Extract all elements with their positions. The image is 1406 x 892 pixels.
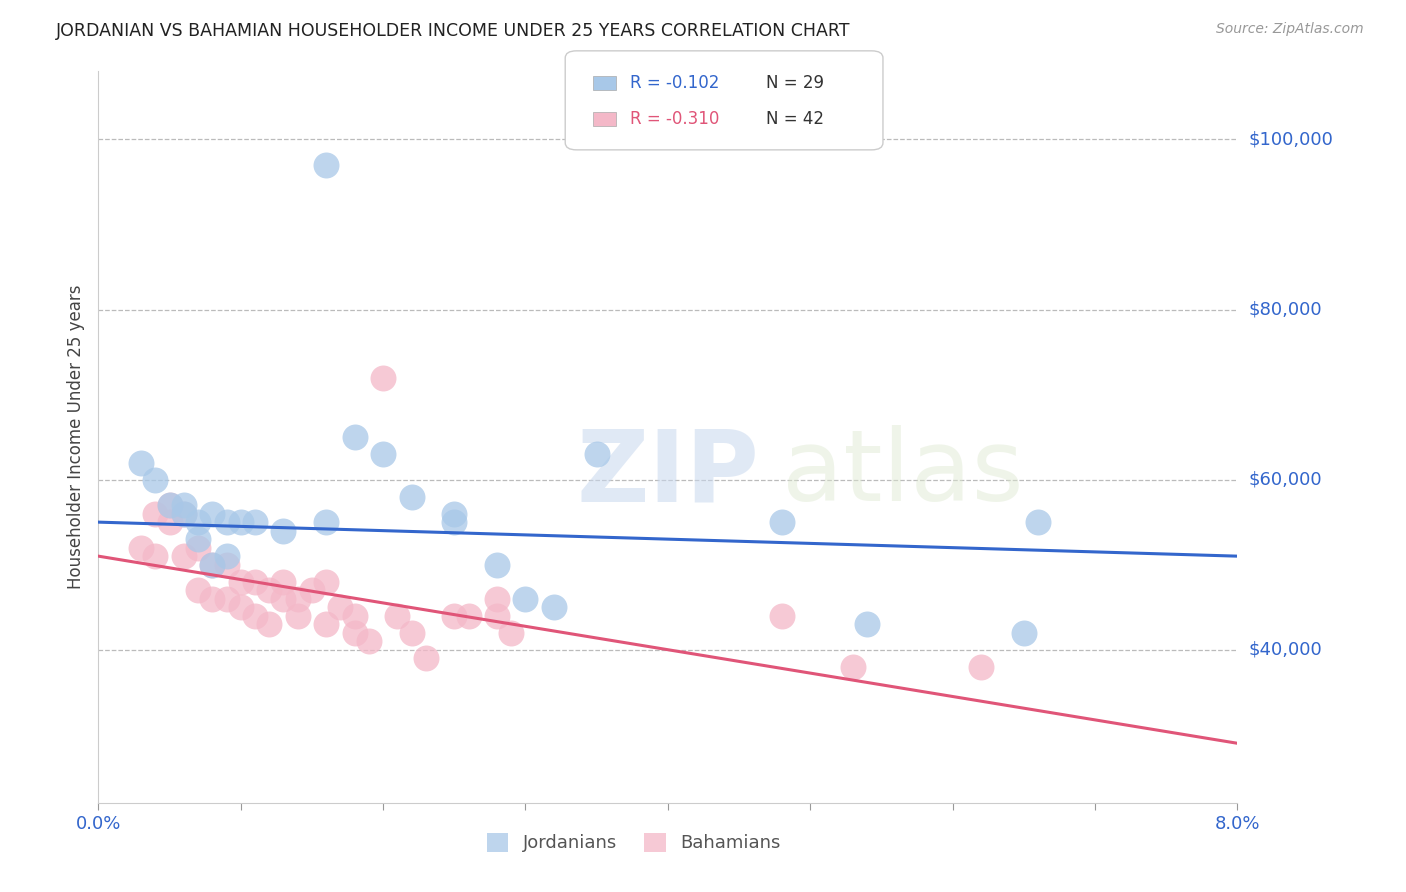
Point xyxy=(145,507,167,521)
Point xyxy=(415,651,437,665)
Point xyxy=(515,591,537,606)
Point xyxy=(229,515,252,529)
Text: $60,000: $60,000 xyxy=(1249,471,1322,489)
Point xyxy=(145,549,167,563)
Point xyxy=(259,583,281,598)
Point xyxy=(201,591,224,606)
Point xyxy=(770,608,793,623)
Point xyxy=(243,515,266,529)
Point xyxy=(357,634,380,648)
Point xyxy=(187,515,209,529)
Text: $80,000: $80,000 xyxy=(1249,301,1322,318)
Point xyxy=(173,549,195,563)
Point xyxy=(215,515,238,529)
Point xyxy=(273,524,295,538)
Point xyxy=(287,608,309,623)
Point xyxy=(243,608,266,623)
Point xyxy=(201,558,224,572)
Legend: Jordanians, Bahamians: Jordanians, Bahamians xyxy=(479,826,787,860)
Point xyxy=(457,608,479,623)
Point xyxy=(1026,515,1049,529)
Point xyxy=(229,574,252,589)
Point xyxy=(970,659,993,673)
Point xyxy=(501,625,523,640)
Point xyxy=(243,574,266,589)
Point xyxy=(401,625,423,640)
Point xyxy=(315,574,337,589)
Point xyxy=(343,608,366,623)
Point xyxy=(173,507,195,521)
Point xyxy=(486,608,509,623)
Point xyxy=(486,591,509,606)
Point xyxy=(486,558,509,572)
Point xyxy=(315,158,337,172)
Point xyxy=(201,558,224,572)
Point xyxy=(173,498,195,512)
Point xyxy=(856,617,879,632)
Point xyxy=(215,549,238,563)
Point xyxy=(287,591,309,606)
Text: JORDANIAN VS BAHAMIAN HOUSEHOLDER INCOME UNDER 25 YEARS CORRELATION CHART: JORDANIAN VS BAHAMIAN HOUSEHOLDER INCOME… xyxy=(56,22,851,40)
Point xyxy=(329,600,352,615)
Point xyxy=(842,659,865,673)
Point xyxy=(543,600,565,615)
Point xyxy=(343,430,366,444)
Point xyxy=(145,473,167,487)
Point xyxy=(201,507,224,521)
Text: N = 29: N = 29 xyxy=(766,74,824,92)
Text: atlas: atlas xyxy=(782,425,1024,522)
Point xyxy=(371,370,394,384)
Point xyxy=(187,583,209,598)
Point xyxy=(187,532,209,546)
Point xyxy=(315,617,337,632)
Point xyxy=(159,515,181,529)
Text: Source: ZipAtlas.com: Source: ZipAtlas.com xyxy=(1216,22,1364,37)
Point xyxy=(301,583,323,598)
Point xyxy=(315,515,337,529)
Text: $100,000: $100,000 xyxy=(1249,130,1333,148)
Point xyxy=(159,498,181,512)
Point xyxy=(229,600,252,615)
Point xyxy=(343,625,366,640)
Text: R = -0.310: R = -0.310 xyxy=(630,110,720,128)
Point xyxy=(1012,625,1035,640)
Point xyxy=(401,490,423,504)
Point xyxy=(443,515,465,529)
Text: $40,000: $40,000 xyxy=(1249,640,1322,658)
Point xyxy=(443,608,465,623)
Y-axis label: Householder Income Under 25 years: Householder Income Under 25 years xyxy=(67,285,86,590)
Point xyxy=(215,591,238,606)
Point xyxy=(273,591,295,606)
Point xyxy=(585,447,607,461)
Point xyxy=(159,498,181,512)
Point xyxy=(129,456,152,470)
Point xyxy=(215,558,238,572)
Point xyxy=(259,617,281,632)
Point xyxy=(129,541,152,555)
Point xyxy=(371,447,394,461)
Point xyxy=(387,608,409,623)
Point xyxy=(173,507,195,521)
Text: R = -0.102: R = -0.102 xyxy=(630,74,720,92)
Point xyxy=(273,574,295,589)
Point xyxy=(187,541,209,555)
Text: ZIP: ZIP xyxy=(576,425,759,522)
Point xyxy=(770,515,793,529)
Text: N = 42: N = 42 xyxy=(766,110,824,128)
Point xyxy=(443,507,465,521)
